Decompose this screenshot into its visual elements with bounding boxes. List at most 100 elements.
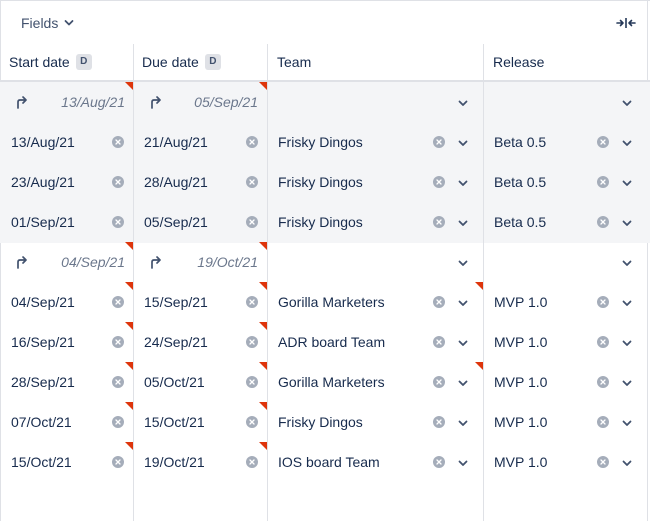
header-due-date[interactable]: Due date D [142,44,221,80]
release-cell[interactable]: MVP 1.0 [494,294,548,310]
clear-icon[interactable] [246,416,258,428]
start-date-cell[interactable]: 28/Sep/21 [11,374,75,390]
collapse-columns-button[interactable] [612,11,640,35]
table-row[interactable]: 13/Aug/21 21/Aug/21 Frisky Dingos Beta 0.5 [0,122,650,162]
chevron-down-icon[interactable] [621,336,633,348]
clear-icon[interactable] [433,336,445,348]
chevron-down-icon[interactable] [621,216,633,228]
start-date-cell[interactable]: 07/Oct/21 [11,414,72,430]
chevron-down-icon[interactable] [621,256,633,268]
due-date-cell[interactable]: 19/Oct/21 [144,454,205,470]
release-cell[interactable]: MVP 1.0 [494,454,548,470]
clear-icon[interactable] [246,336,258,348]
chevron-down-icon[interactable] [621,416,633,428]
clear-icon[interactable] [597,216,609,228]
clear-icon[interactable] [246,376,258,388]
group-row[interactable]: 04/Sep/21 19/Oct/21 [0,242,650,282]
chevron-down-icon[interactable] [621,136,633,148]
chevron-down-icon[interactable] [457,216,469,228]
clear-icon[interactable] [597,336,609,348]
clear-icon[interactable] [433,176,445,188]
release-cell[interactable]: Beta 0.5 [494,214,547,230]
clear-icon[interactable] [112,416,124,428]
clear-icon[interactable] [597,296,609,308]
chevron-down-icon[interactable] [457,336,469,348]
team-cell[interactable]: Frisky Dingos [278,174,363,190]
due-date-cell[interactable]: 24/Sep/21 [144,334,208,350]
start-date-cell[interactable]: 23/Aug/21 [11,174,75,190]
start-date-cell[interactable]: 16/Sep/21 [11,334,75,350]
clear-icon[interactable] [597,456,609,468]
clear-icon[interactable] [246,456,258,468]
clear-icon[interactable] [433,296,445,308]
clear-icon[interactable] [246,136,258,148]
table-row[interactable]: 01/Sep/21 05/Sep/21 Frisky Dingos Beta 0.5 [0,202,650,242]
chevron-down-icon[interactable] [457,96,469,108]
clear-icon[interactable] [246,176,258,188]
clear-icon[interactable] [112,296,124,308]
chevron-down-icon[interactable] [457,456,469,468]
chevron-down-icon[interactable] [457,136,469,148]
team-cell[interactable]: IOS board Team [278,454,380,470]
chevron-down-icon[interactable] [457,176,469,188]
release-cell[interactable]: MVP 1.0 [494,374,548,390]
fields-button[interactable]: Fields [13,9,82,37]
header-release[interactable]: Release [493,44,544,80]
clear-icon[interactable] [112,216,124,228]
clear-icon[interactable] [433,456,445,468]
due-date-cell[interactable]: 21/Aug/21 [144,134,208,150]
table-row[interactable]: 16/Sep/21 24/Sep/21 ADR board Team MVP 1.0 [0,322,650,362]
due-date-cell[interactable]: 15/Oct/21 [144,414,205,430]
clear-icon[interactable] [433,136,445,148]
clear-icon[interactable] [597,416,609,428]
clear-icon[interactable] [112,376,124,388]
chevron-down-icon[interactable] [621,296,633,308]
team-cell[interactable]: Frisky Dingos [278,214,363,230]
chevron-down-icon[interactable] [621,96,633,108]
team-cell[interactable]: Gorilla Marketers [278,374,385,390]
clear-icon[interactable] [433,376,445,388]
table-row[interactable]: 23/Aug/21 28/Aug/21 Frisky Dingos Beta 0.5 [0,162,650,202]
release-cell[interactable]: MVP 1.0 [494,334,548,350]
clear-icon[interactable] [112,176,124,188]
group-row[interactable]: 13/Aug/21 05/Sep/21 [0,82,650,122]
chevron-down-icon[interactable] [621,376,633,388]
clear-icon[interactable] [246,296,258,308]
start-date-cell[interactable]: 01/Sep/21 [11,214,75,230]
table-row[interactable]: 07/Oct/21 15/Oct/21 Frisky Dingos MVP 1.0 [0,402,650,442]
clear-icon[interactable] [246,216,258,228]
clear-icon[interactable] [433,416,445,428]
team-cell[interactable]: Frisky Dingos [278,414,363,430]
clear-icon[interactable] [112,456,124,468]
team-cell[interactable]: Gorilla Marketers [278,294,385,310]
clear-icon[interactable] [433,216,445,228]
clear-icon[interactable] [112,136,124,148]
chevron-down-icon[interactable] [457,296,469,308]
team-cell[interactable]: Frisky Dingos [278,134,363,150]
team-cell[interactable]: ADR board Team [278,334,386,350]
clear-icon[interactable] [112,336,124,348]
chevron-down-icon[interactable] [621,176,633,188]
start-date-cell[interactable]: 13/Aug/21 [11,134,75,150]
release-cell[interactable]: MVP 1.0 [494,414,548,430]
start-date-cell[interactable]: 04/Sep/21 [11,294,75,310]
start-date-cell[interactable]: 15/Oct/21 [11,454,72,470]
header-team[interactable]: Team [277,44,311,80]
chevron-down-icon[interactable] [457,376,469,388]
clear-icon[interactable] [597,376,609,388]
due-date-cell[interactable]: 15/Sep/21 [144,294,208,310]
chevron-down-icon[interactable] [621,456,633,468]
release-cell[interactable]: Beta 0.5 [494,134,547,150]
chevron-down-icon[interactable] [457,256,469,268]
due-date-cell[interactable]: 28/Aug/21 [144,174,208,190]
release-cell[interactable]: Beta 0.5 [494,174,547,190]
due-date-cell[interactable]: 05/Sep/21 [144,214,208,230]
header-start-date[interactable]: Start date D [9,44,92,80]
clear-icon[interactable] [597,176,609,188]
chevron-down-icon[interactable] [457,416,469,428]
due-date-cell[interactable]: 05/Oct/21 [144,374,205,390]
table-row[interactable]: 04/Sep/21 15/Sep/21 Gorilla Marketers MVP 1… [0,282,650,322]
table-row[interactable]: 28/Sep/21 05/Oct/21 Gorilla Marketers MVP 1… [0,362,650,402]
clear-icon[interactable] [597,136,609,148]
table-row[interactable]: 15/Oct/21 19/Oct/21 IOS board Team MVP 1.0 [0,442,650,482]
